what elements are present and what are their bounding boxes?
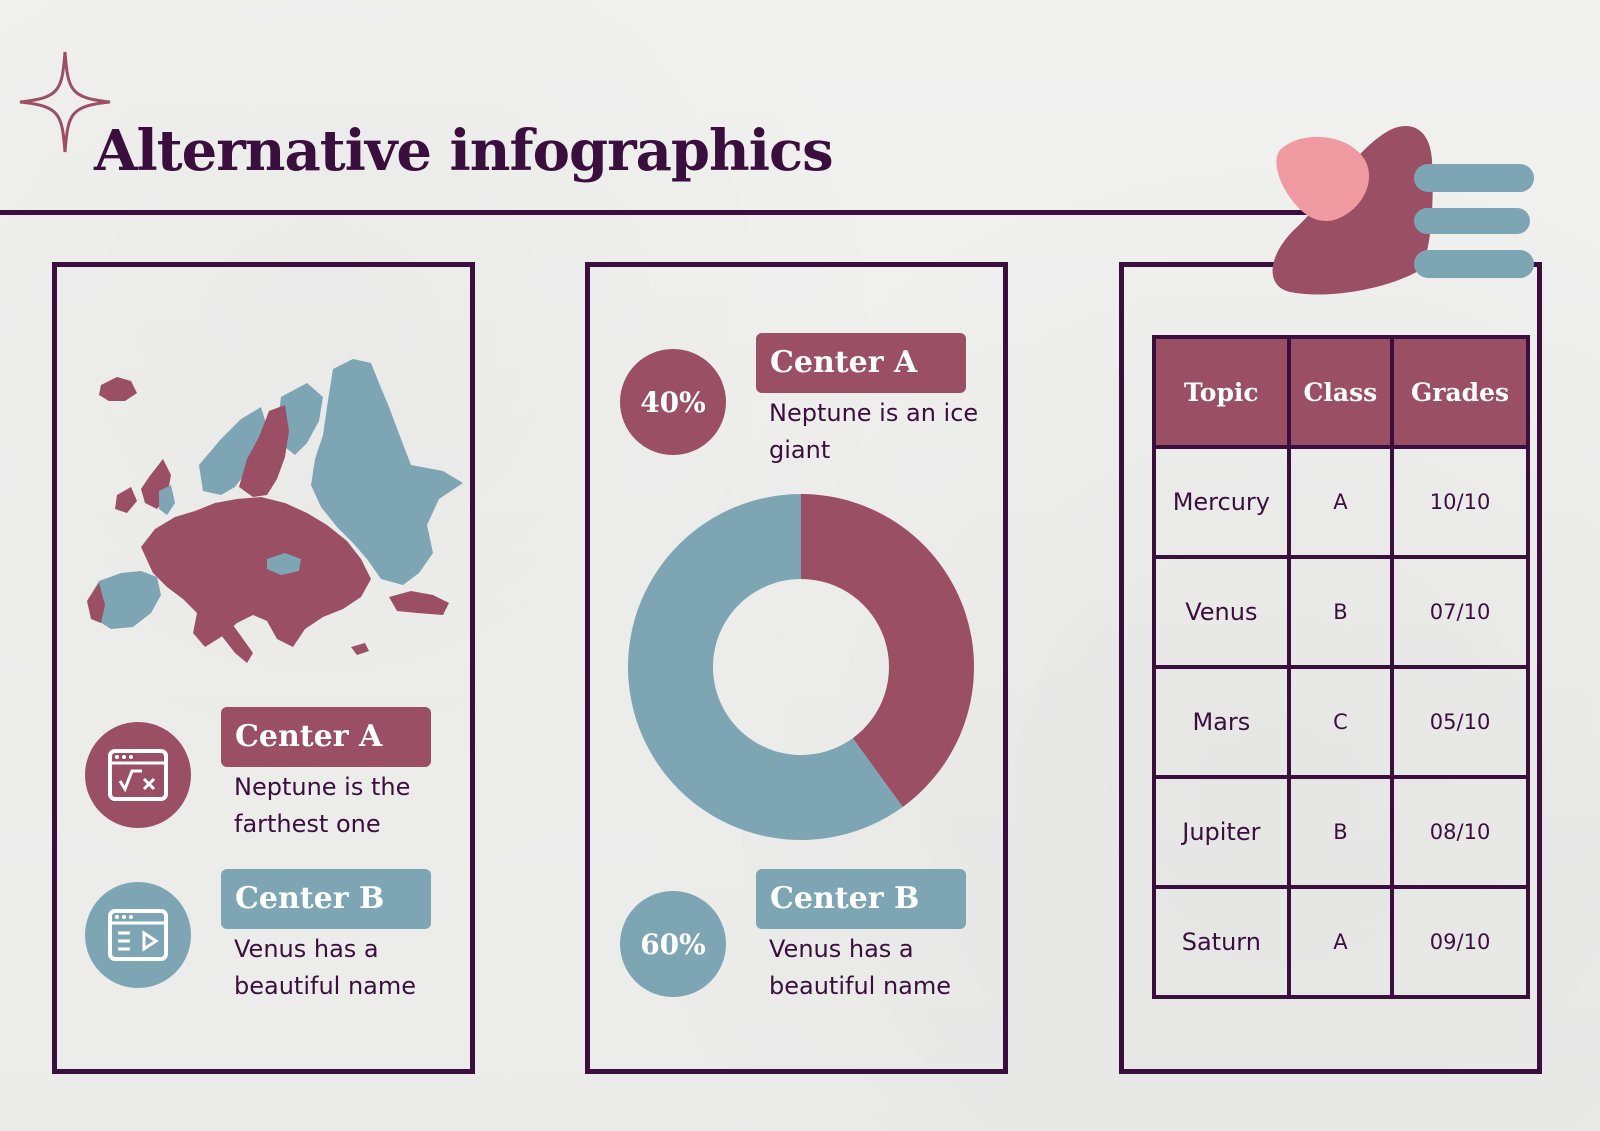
class-cell: A	[1286, 445, 1395, 559]
page-title: Alternative infographics	[94, 118, 834, 184]
donut-slice-center-b	[627, 494, 903, 840]
chart-center-a-tag: Center A	[756, 333, 966, 393]
chart-center-b-description: Venus has a beautiful name	[769, 935, 952, 1000]
grade-cell: 07/10	[1390, 555, 1530, 669]
percent-a-circle: 40%	[620, 349, 726, 455]
percent-a-value: 40%	[640, 385, 706, 419]
chart-panel: 40% Center A Neptune is an ice giant 60%…	[585, 262, 1008, 1074]
decorative-blob	[1272, 125, 1534, 295]
topic-cell: Venus	[1152, 555, 1291, 669]
sparkle-icon	[19, 51, 111, 153]
center-b-description: Venus has a beautiful name	[234, 935, 417, 1000]
class-cell: A	[1286, 885, 1395, 999]
table-row: Saturn A 09/10	[1152, 885, 1530, 999]
table-header-row: Topic Class Grades	[1152, 335, 1530, 449]
calculator-window-icon	[108, 749, 168, 801]
percent-b-value: 60%	[640, 927, 706, 961]
grade-cell: 10/10	[1390, 445, 1530, 559]
map-panel: Center A Neptune is the farthest one Cen…	[52, 262, 475, 1074]
center-a-description: Neptune is the farthest one	[234, 773, 411, 838]
topic-cell: Jupiter	[1152, 775, 1291, 889]
grade-cell: 05/10	[1390, 665, 1530, 779]
topic-cell: Mercury	[1152, 445, 1291, 559]
grade-cell: 08/10	[1390, 775, 1530, 889]
europe-map	[87, 359, 463, 663]
table-row: Mars C 05/10	[1152, 665, 1530, 779]
grades-table: Topic Class Grades Mercury A 10/10 Venus…	[1152, 335, 1530, 999]
class-cell: B	[1286, 555, 1395, 669]
center-a-tag: Center A	[221, 707, 431, 767]
table-row: Mercury A 10/10	[1152, 445, 1530, 559]
chart-center-a-description: Neptune is an ice giant	[769, 399, 979, 464]
grade-cell: 09/10	[1390, 885, 1530, 999]
table-row: Venus B 07/10	[1152, 555, 1530, 669]
donut-chart	[627, 494, 974, 840]
header-topic: Topic	[1152, 335, 1291, 449]
list-play-window-icon	[108, 909, 168, 961]
calculator-circle	[85, 722, 191, 828]
topic-cell: Mars	[1152, 665, 1291, 779]
topic-cell: Saturn	[1152, 885, 1291, 999]
title-divider	[0, 210, 1310, 215]
header-grades: Grades	[1390, 335, 1530, 449]
class-cell: B	[1286, 775, 1395, 889]
percent-b-circle: 60%	[620, 891, 726, 997]
list-circle	[85, 882, 191, 988]
donut-slice-center-a	[801, 494, 974, 807]
table-panel: Topic Class Grades Mercury A 10/10 Venus…	[1119, 262, 1542, 1074]
header-class: Class	[1286, 335, 1395, 449]
class-cell: C	[1286, 665, 1395, 779]
table-row: Jupiter B 08/10	[1152, 775, 1530, 889]
center-b-tag: Center B	[221, 869, 431, 929]
chart-center-b-tag: Center B	[756, 869, 966, 929]
